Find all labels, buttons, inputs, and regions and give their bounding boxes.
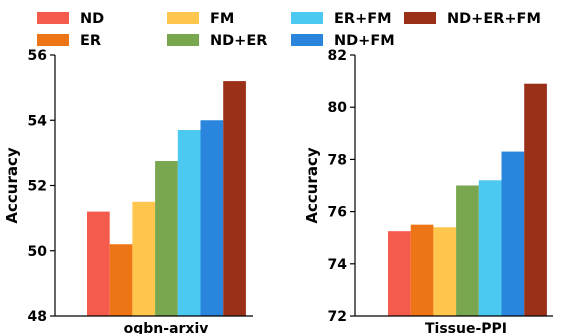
legend-label-nd-plus-fm: ND+FM (334, 33, 395, 49)
legend-item-er: ER (37, 33, 101, 49)
y-tick-label: 78 (328, 152, 347, 168)
legend-swatch-fm (167, 12, 199, 24)
legend-item-nd-plus-er: ND+ER (167, 33, 267, 49)
bar-tissue-ppi-nd-plus-er-plus-fm (524, 83, 547, 317)
legend-swatch-er (37, 34, 69, 46)
y-tick-label: 80 (328, 100, 348, 116)
y-tick-label: 50 (28, 244, 48, 260)
y-tick-label: 74 (328, 257, 348, 273)
bar-ogbn-arxiv-nd-plus-er-plus-fm (223, 81, 246, 316)
y-axis-title: Accuracy (303, 147, 321, 223)
bar-tissue-ppi-fm (433, 227, 457, 316)
y-tick-label: 54 (28, 113, 48, 129)
legend-label-nd: ND (80, 11, 104, 27)
legend-label-nd-plus-er-plus-fm: ND+ER+FM (447, 11, 541, 27)
legend-swatch-er-plus-fm (291, 12, 323, 24)
legend-swatch-nd-plus-er (167, 34, 199, 46)
legend-label-er: ER (80, 33, 101, 49)
legend-swatch-nd (37, 12, 69, 24)
legend-swatch-nd-plus-fm (291, 34, 323, 46)
legend-label-er-plus-fm: ER+FM (334, 11, 392, 27)
y-tick-label: 48 (28, 309, 47, 325)
bar-ogbn-arxiv-fm (132, 201, 156, 316)
legend-item-nd-plus-er-plus-fm: ND+ER+FM (404, 11, 541, 27)
bar-tissue-ppi-nd (388, 231, 411, 316)
y-tick-label: 72 (328, 309, 347, 325)
y-tick-label: 76 (328, 205, 347, 221)
legend-swatch-nd-plus-er-plus-fm (404, 12, 436, 24)
ogbn-arxiv-accuracy-panel: 48 50 52 54 56 Accuracy ogbn-arxiv (3, 48, 253, 334)
bar-tissue-ppi-er-plus-fm (478, 180, 502, 316)
bar-ogbn-arxiv-nd (87, 211, 110, 316)
y-tick-label: 56 (28, 48, 47, 64)
legend-label-nd-plus-er: ND+ER (210, 33, 267, 49)
legend-label-fm: FM (210, 11, 234, 27)
bar-tissue-ppi-nd-plus-fm (501, 151, 525, 316)
legend-item-fm: FM (167, 11, 234, 27)
bar-ogbn-arxiv-er-plus-fm (177, 130, 201, 316)
chart-legend: ND ER FM ND+ER ER+FM ND+FM ND+ER+FM (37, 11, 541, 49)
x-category-label: ogbn-arxiv (124, 321, 209, 334)
bar-ogbn-arxiv-nd-plus-fm (200, 120, 224, 316)
tissue-ppi-accuracy-panel: 72 74 76 78 80 82 Accuracy Tissue-PPI (303, 48, 553, 334)
legend-item-er-plus-fm: ER+FM (291, 11, 392, 27)
y-tick-label: 52 (28, 179, 47, 195)
legend-item-nd: ND (37, 11, 104, 27)
x-category-label: Tissue-PPI (425, 321, 507, 334)
y-tick-label: 82 (328, 48, 347, 64)
bar-ogbn-arxiv-er (109, 244, 133, 316)
bar-ogbn-arxiv-nd-plus-er (155, 161, 178, 316)
bar-tissue-ppi-nd-plus-er (456, 185, 479, 316)
y-axis-title: Accuracy (3, 147, 21, 223)
bar-tissue-ppi-er (410, 224, 434, 316)
legend-item-nd-plus-fm: ND+FM (291, 33, 395, 49)
